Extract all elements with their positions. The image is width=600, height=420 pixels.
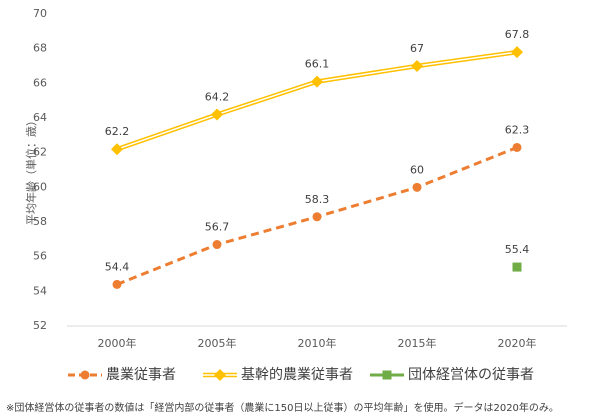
marker [111, 143, 123, 156]
data-label: 62.2 [105, 125, 130, 138]
y-tick-label: 70 [33, 7, 47, 20]
x-tick-label: 2015年 [398, 336, 437, 350]
marker [211, 108, 223, 121]
legend-marker [80, 370, 90, 380]
marker [312, 212, 322, 222]
data-label: 60 [410, 163, 424, 176]
data-label: 58.3 [305, 193, 330, 206]
data-label: 66.1 [305, 58, 330, 71]
data-label: 54.4 [105, 260, 130, 273]
marker [212, 240, 222, 250]
y-tick-label: 56 [33, 250, 47, 263]
x-tick-label: 2020年 [498, 336, 537, 350]
data-label: 67 [410, 42, 424, 55]
data-label: 64.2 [205, 91, 230, 104]
data-label: 67.8 [505, 28, 530, 41]
data-label: 56.7 [205, 221, 230, 234]
marker [411, 60, 423, 72]
marker [112, 279, 122, 289]
data-label: 55.4 [505, 243, 530, 256]
legend-marker [382, 370, 392, 380]
marker [512, 142, 522, 152]
y-tick-label: 62 [33, 146, 47, 159]
legend-label: 団体経営体の従事者 [408, 367, 534, 383]
y-tick-label: 54 [33, 284, 47, 297]
x-tick-label: 2005年 [198, 336, 237, 350]
y-tick-label: 60 [33, 180, 47, 193]
marker [512, 262, 522, 272]
data-label: 62.3 [505, 123, 530, 136]
legend-label: 農業従事者 [106, 367, 176, 383]
y-tick-label: 52 [33, 319, 47, 332]
marker [311, 75, 323, 88]
y-tick-label: 68 [33, 42, 47, 55]
x-tick-label: 2000年 [98, 336, 137, 350]
marker [511, 46, 523, 59]
marker [412, 182, 422, 192]
y-axis-title: 平均年齢（単位：歳） [24, 115, 38, 225]
legend-marker [214, 369, 226, 381]
footnote: ※団体経営体の従事者の数値は「経営内部の従事者（農業に150日以上従事）の平均年… [6, 401, 559, 414]
y-tick-label: 64 [33, 111, 47, 124]
x-tick-label: 2010年 [298, 336, 337, 350]
y-tick-label: 66 [33, 76, 47, 89]
legend-label: 基幹的農業従事者 [241, 366, 353, 383]
y-tick-label: 58 [33, 215, 47, 228]
